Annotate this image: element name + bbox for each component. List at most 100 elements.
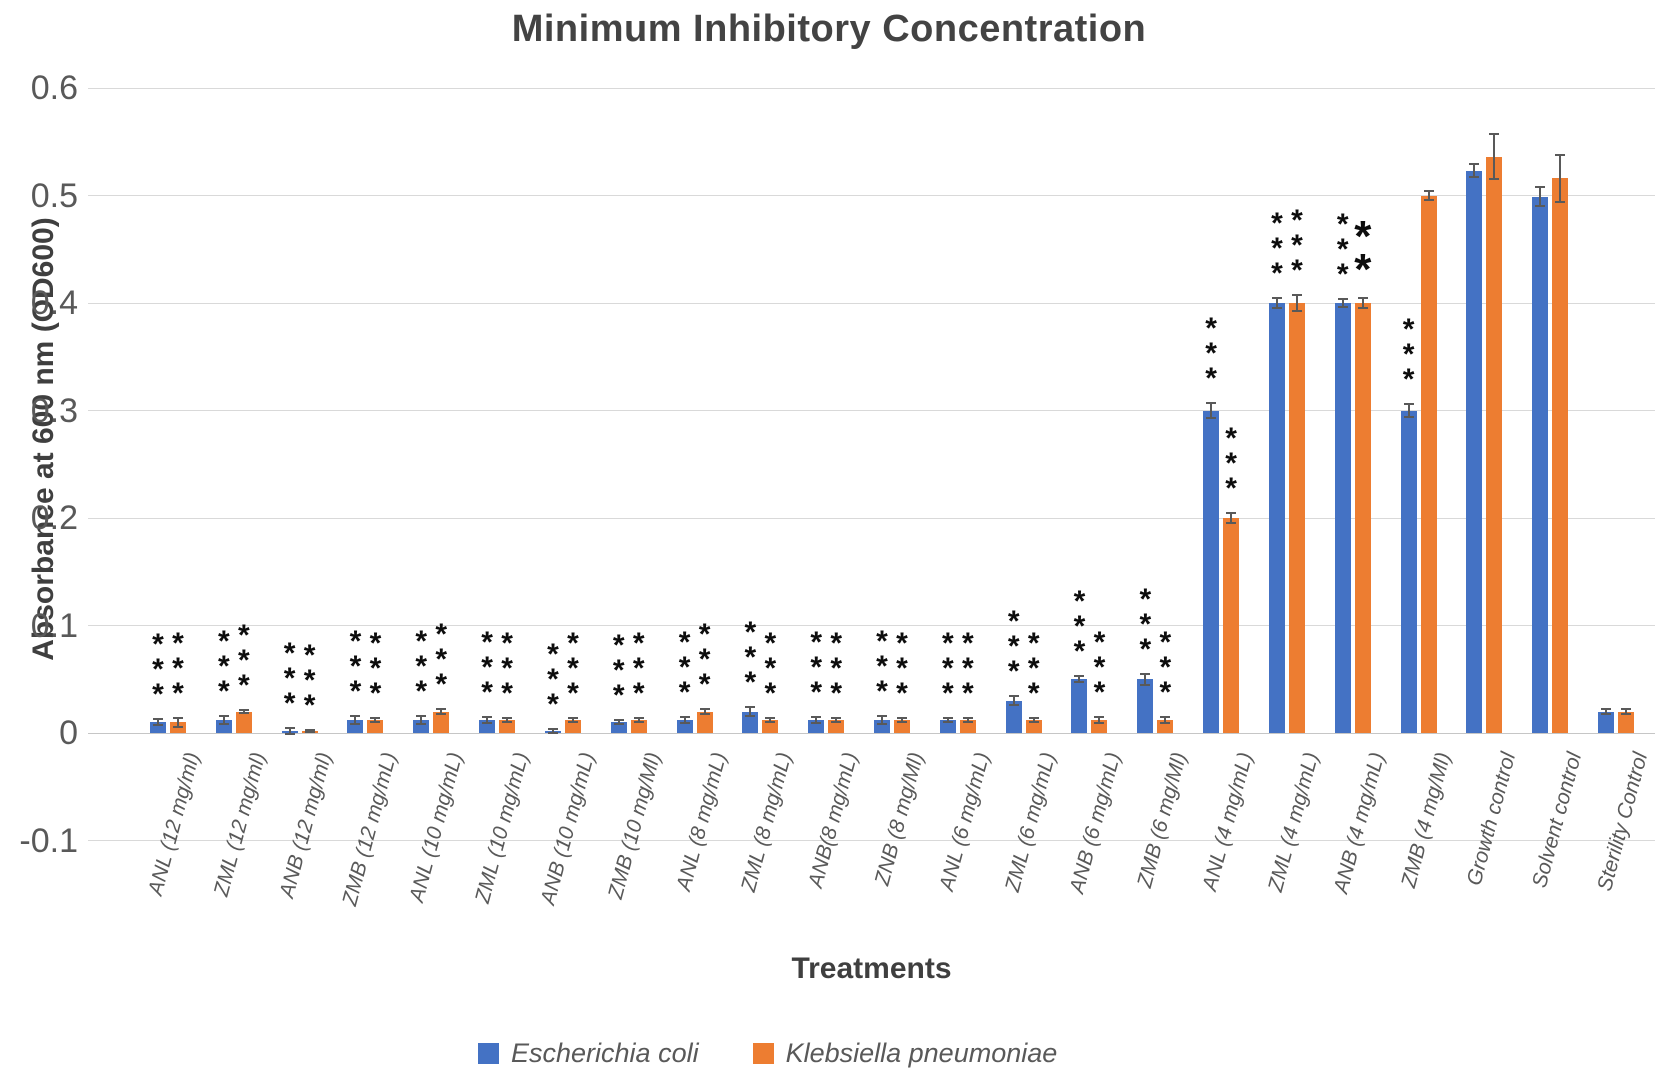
error-bar-cap (173, 725, 183, 728)
error-bar-cap (1337, 297, 1348, 300)
error-bar (901, 717, 904, 723)
error-bar (1210, 402, 1213, 419)
error-bar-cap (679, 722, 690, 725)
error-bar-cap (745, 706, 756, 709)
error-bar (222, 715, 225, 725)
gridline (88, 195, 1655, 196)
error-bar-cap (613, 723, 624, 726)
error-bar-cap (284, 726, 295, 729)
bar-ecoli (1466, 170, 1483, 733)
error-bar (506, 717, 509, 723)
y-axis-tick-label: 0.1 (30, 606, 78, 645)
bar-ecoli (610, 722, 627, 733)
significance-asterisks: * * * (501, 626, 513, 710)
bar-ecoli (1071, 679, 1088, 733)
significance-asterisks: * * * (830, 626, 843, 710)
error-bar-cap (153, 724, 163, 727)
error-bar (815, 716, 818, 724)
bar-kpneumoniae (1354, 303, 1371, 733)
gridline (88, 302, 1655, 304)
error-bar-cap (877, 723, 888, 726)
error-bar-cap (1028, 721, 1039, 724)
bar-ecoli (413, 720, 430, 733)
significance-asterisks: * * * (896, 626, 908, 710)
significance-asterisks: * * * (349, 624, 362, 708)
error-bar-cap (547, 732, 558, 734)
error-bar-cap (482, 722, 493, 725)
error-bar-cap (1008, 704, 1019, 707)
error-bar-cap (633, 716, 644, 719)
significance-asterisks: * * * (217, 624, 230, 708)
error-bar (157, 719, 159, 726)
bar-ecoli (347, 720, 364, 733)
error-bar-cap (897, 721, 908, 724)
error-bar-cap (1206, 417, 1217, 420)
error-bar-cap (942, 716, 953, 719)
significance-asterisks: * * * (567, 626, 579, 710)
significance-asterisks: * * * (744, 616, 757, 700)
significance-asterisks: * * * (1205, 311, 1217, 395)
error-bar-cap (173, 716, 183, 719)
bar-ecoli (150, 722, 166, 733)
error-bar-cap (1357, 307, 1368, 310)
bar-kpneumoniae (630, 720, 647, 733)
error-bar-cap (153, 718, 163, 721)
significance-asterisks: * * * (152, 628, 164, 712)
error-bar-cap (370, 721, 381, 724)
error-bar-cap (238, 709, 249, 712)
significance-asterisks: * * * (632, 626, 645, 710)
error-bar-cap (1206, 401, 1217, 404)
error-bar (1493, 134, 1496, 180)
error-bar-cap (1535, 185, 1546, 188)
error-bar (683, 716, 686, 724)
error-bar-cap (547, 727, 558, 730)
error-bar-cap (1469, 163, 1480, 166)
error-bar (1144, 673, 1147, 685)
error-bar (1164, 716, 1167, 724)
significance-asterisks: * * * (1027, 626, 1040, 710)
error-bar (308, 729, 311, 732)
error-bar-cap (350, 723, 361, 726)
error-bar-cap (1423, 190, 1434, 193)
significance-asterisks: * * * (415, 624, 428, 708)
error-bar-cap (831, 716, 842, 719)
error-bar-cap (1469, 176, 1480, 179)
bar-ecoli (742, 711, 759, 733)
error-bar (1295, 295, 1298, 311)
error-bar (749, 707, 752, 716)
error-bar (440, 709, 443, 714)
error-bar (1559, 154, 1562, 202)
error-bar-cap (1621, 712, 1632, 715)
significance-asterisks: * * * (876, 624, 888, 708)
bar-kpneumoniae (894, 720, 911, 733)
error-bar-cap (502, 716, 513, 719)
error-bar-cap (370, 716, 381, 719)
error-bar (946, 717, 949, 723)
gridline (88, 732, 1655, 734)
error-bar-cap (897, 716, 908, 719)
error-bar-cap (350, 714, 361, 717)
error-bar (1012, 696, 1015, 706)
error-bar-cap (284, 733, 295, 736)
error-bar-cap (1271, 296, 1282, 299)
significance-asterisks: * * * (172, 626, 184, 710)
error-bar (1275, 297, 1278, 309)
y-axis-tick-label: 0.3 (30, 391, 78, 430)
error-bar-cap (1074, 675, 1085, 678)
error-bar (1098, 716, 1101, 724)
error-bar-cap (238, 711, 249, 714)
bar-ecoli (939, 720, 956, 733)
error-bar-cap (765, 716, 776, 719)
bar-kpneumoniae (235, 711, 252, 733)
bar-kpneumoniae (499, 720, 516, 733)
error-bar-cap (962, 716, 973, 719)
error-bar (881, 715, 884, 725)
error-bar (571, 717, 574, 723)
significance-asterisks: * * * (810, 625, 823, 709)
error-bar-cap (1094, 722, 1105, 725)
significance-asterisks: * * * (1073, 585, 1086, 669)
error-bar-cap (1621, 708, 1632, 711)
error-bar (1078, 676, 1081, 683)
error-bar-cap (765, 721, 776, 724)
